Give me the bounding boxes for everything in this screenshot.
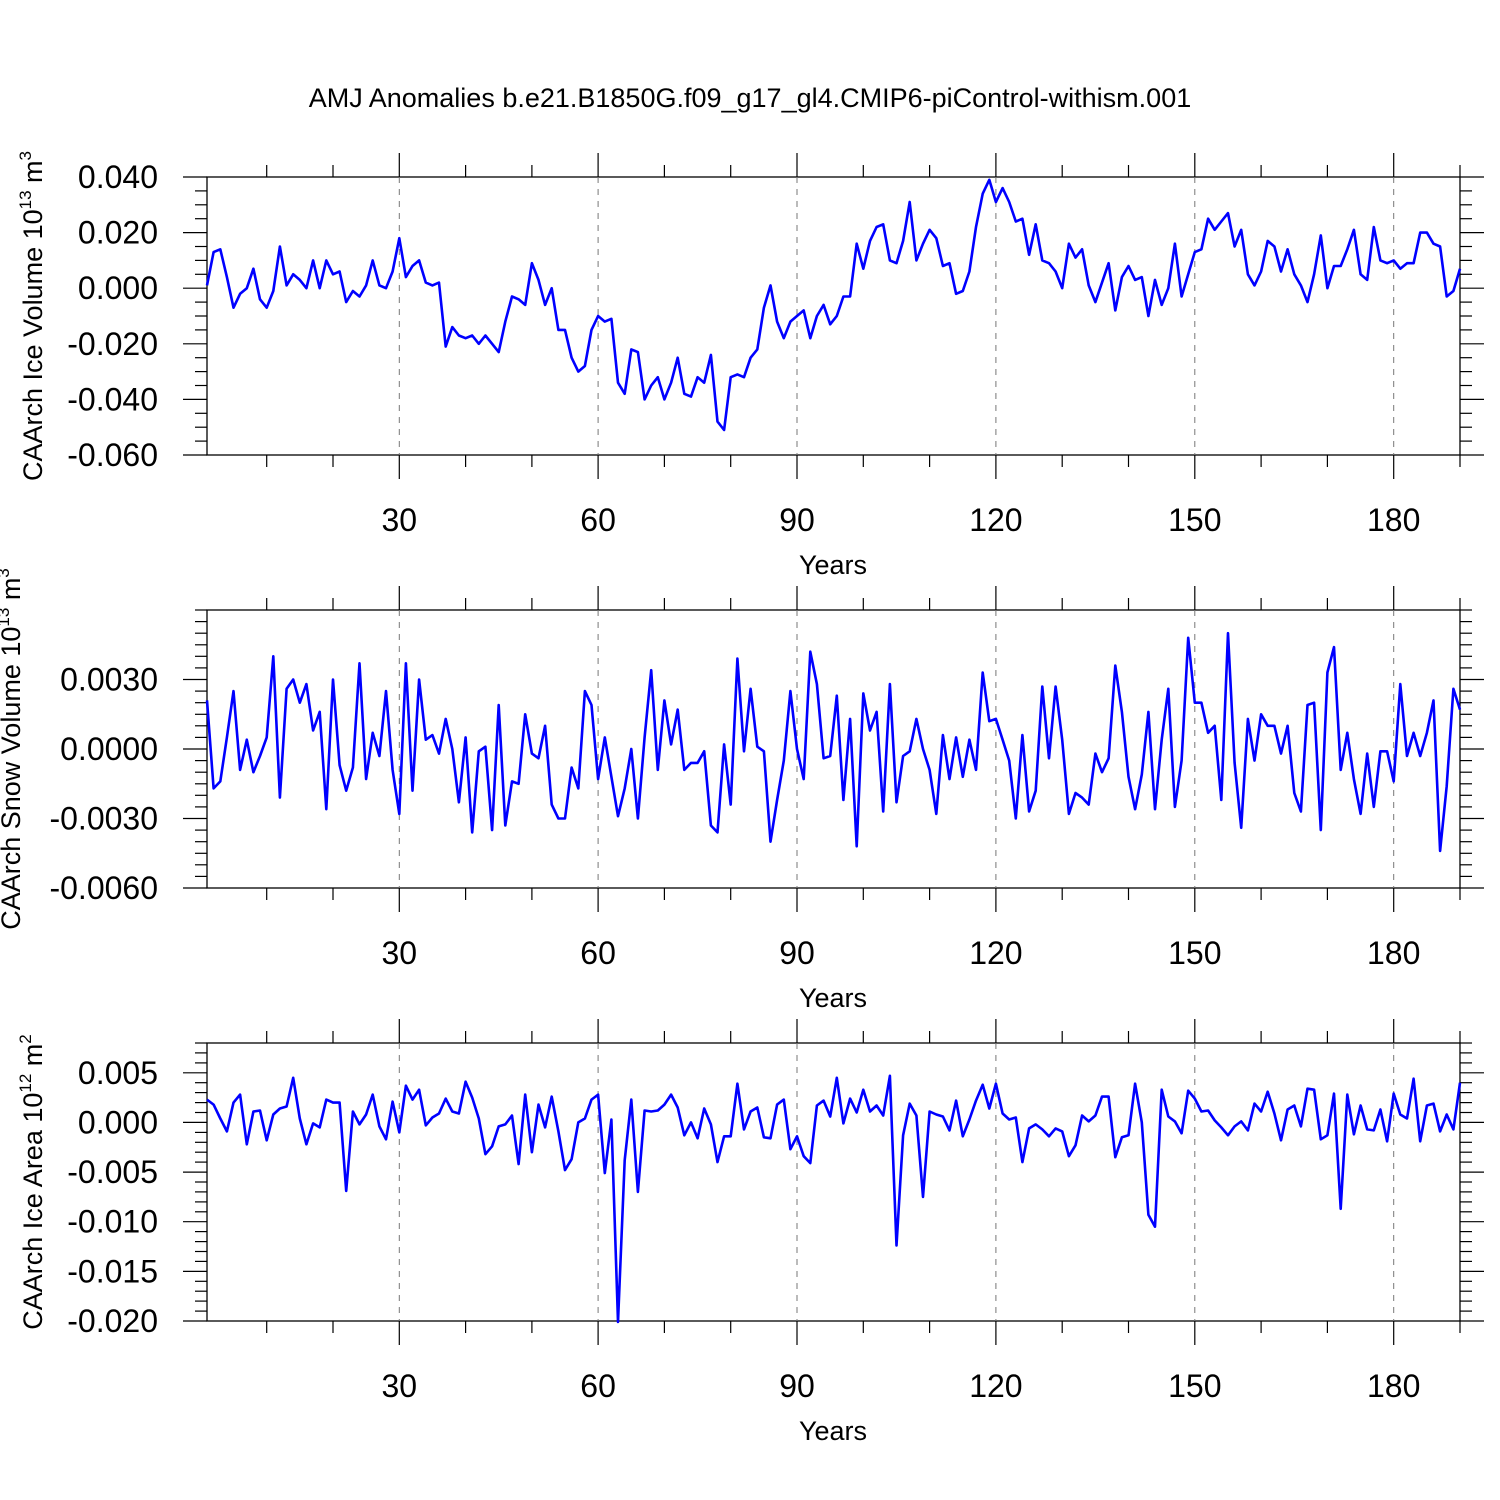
y-axis-label-unit-exponent: 3 (0, 568, 13, 577)
y-axis-label-unit-exponent: 3 (16, 151, 35, 160)
y-axis-label-exponent: 13 (0, 608, 13, 627)
tick-labels: 30 60 90 120 150 180 -0.060 -0.040 -0.020 0.000 0.… (67, 159, 1420, 538)
y-tick-label: 0.0000 (60, 731, 158, 767)
x-tick-label: 180 (1367, 935, 1420, 971)
y-tick-label: -0.020 (67, 1303, 158, 1339)
data-line-group (205, 178, 1462, 432)
y-tick-label: 0.000 (78, 270, 158, 306)
ticks (183, 586, 1484, 912)
y-tick-label: 0.040 (78, 159, 158, 195)
y-tick-label: -0.015 (67, 1253, 158, 1289)
data-line (205, 631, 1462, 853)
x-tick-label: 60 (580, 935, 616, 971)
y-axis-label-unit: m (0, 578, 26, 608)
y-tick-label: -0.0060 (49, 870, 158, 906)
x-tick-label: 60 (580, 1368, 616, 1404)
x-tick-label: 90 (779, 935, 815, 971)
y-tick-label: -0.005 (67, 1154, 158, 1190)
x-axis-label: Years (799, 1416, 867, 1446)
x-tick-label: 30 (382, 935, 418, 971)
y-tick-label: 0.005 (78, 1055, 158, 1091)
y-axis-label-unit: m (18, 160, 48, 190)
y-axis-label-unit: m (18, 1044, 48, 1074)
grid-lines (398, 610, 1395, 888)
y-axis-label-text: CAArch Ice Volume 10 (18, 209, 48, 481)
x-tick-label: 120 (969, 1368, 1022, 1404)
y-tick-label: -0.060 (67, 437, 158, 473)
x-tick-label: 180 (1367, 502, 1420, 538)
tick-labels: 30 60 90 120 150 180 -0.0060 -0.0030 0.0000 0.003… (49, 662, 1420, 972)
ticks (183, 1019, 1484, 1345)
x-tick-label: 120 (969, 502, 1022, 538)
y-axis-label-text: CAArch Ice Area 10 (18, 1093, 48, 1330)
y-tick-label: -0.040 (67, 381, 158, 417)
plot-frame (206, 1042, 1461, 1322)
y-axis-label: CAArch Ice Area 1012 m2 (16, 1034, 48, 1330)
y-axis-label-exponent: 13 (16, 190, 35, 209)
y-tick-label: 0.0030 (60, 662, 158, 698)
grid-lines (398, 177, 1395, 455)
data-line (206, 1074, 1462, 1324)
x-axis-label: Years (799, 983, 867, 1013)
panel-snow-volume: 30 60 90 120 150 180 -0.0060 -0.0030 0.0000 0.003… (0, 568, 1484, 1013)
y-tick-label: 0.000 (78, 1104, 158, 1140)
y-tick-label: 0.020 (78, 215, 158, 251)
x-tick-label: 90 (779, 1368, 815, 1404)
x-tick-label: 30 (382, 502, 418, 538)
plot-frame (206, 176, 1461, 456)
data-line (205, 178, 1462, 432)
x-tick-label: 60 (580, 502, 616, 538)
x-tick-label: 90 (779, 502, 815, 538)
ticks (183, 153, 1484, 479)
tick-labels: 30 60 90 120 150 180 -0.020 -0.015 -0.010 -0.005 0… (67, 1055, 1420, 1404)
plot-frame (206, 609, 1461, 889)
y-tick-label: -0.010 (67, 1204, 158, 1240)
x-tick-label: 150 (1168, 502, 1221, 538)
x-tick-label: 120 (969, 935, 1022, 971)
panel-ice-volume: 30 60 90 120 150 180 -0.060 -0.040 -0.020 0.000 0.… (16, 151, 1484, 580)
y-tick-label: -0.020 (67, 326, 158, 362)
y-axis-label-exponent: 12 (16, 1074, 35, 1093)
y-tick-label: -0.0030 (49, 801, 158, 837)
x-tick-label: 150 (1168, 935, 1221, 971)
y-axis-label-unit-exponent: 2 (16, 1034, 35, 1043)
y-axis-label: CAArch Ice Volume 1013 m3 (16, 151, 48, 481)
data-line-group (206, 1074, 1462, 1324)
y-axis-label-text: CAArch Snow Volume 10 (0, 627, 26, 930)
y-axis-label: CAArch Snow Volume 1013 m3 (0, 568, 26, 930)
x-tick-label: 180 (1367, 1368, 1420, 1404)
x-axis-label: Years (799, 550, 867, 580)
x-tick-label: 150 (1168, 1368, 1221, 1404)
chart-title: AMJ Anomalies b.e21.B1850G.f09_g17_gl4.C… (309, 83, 1191, 113)
panel-ice-area: 30 60 90 120 150 180 -0.020 -0.015 -0.010 -0.005 0… (16, 1019, 1484, 1446)
x-tick-label: 30 (382, 1368, 418, 1404)
data-line-group (205, 631, 1462, 853)
grid-lines (398, 1043, 1395, 1321)
